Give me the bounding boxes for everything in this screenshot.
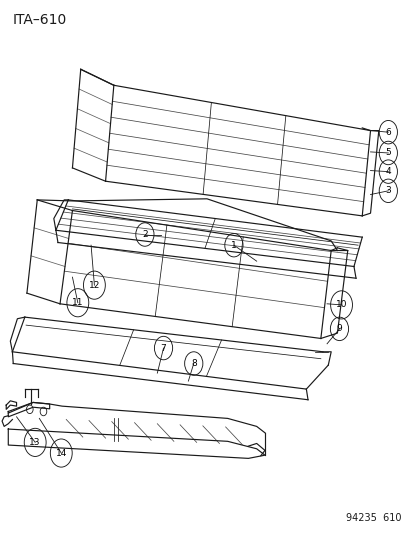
Text: 7: 7: [160, 344, 166, 352]
Text: 9: 9: [336, 325, 342, 333]
Text: 11: 11: [72, 298, 83, 307]
Text: 6: 6: [385, 128, 390, 136]
Text: 5: 5: [385, 149, 390, 157]
Text: 13: 13: [29, 438, 41, 447]
Text: 10: 10: [335, 301, 347, 309]
Text: 94235  610: 94235 610: [345, 513, 401, 523]
Text: 8: 8: [190, 359, 196, 368]
Text: 1: 1: [230, 241, 236, 249]
Text: ITA–610: ITA–610: [12, 13, 66, 27]
Text: 2: 2: [142, 230, 147, 239]
Text: 12: 12: [88, 281, 100, 289]
Text: 4: 4: [385, 167, 390, 176]
Text: 14: 14: [55, 449, 67, 457]
Text: 3: 3: [385, 187, 390, 195]
